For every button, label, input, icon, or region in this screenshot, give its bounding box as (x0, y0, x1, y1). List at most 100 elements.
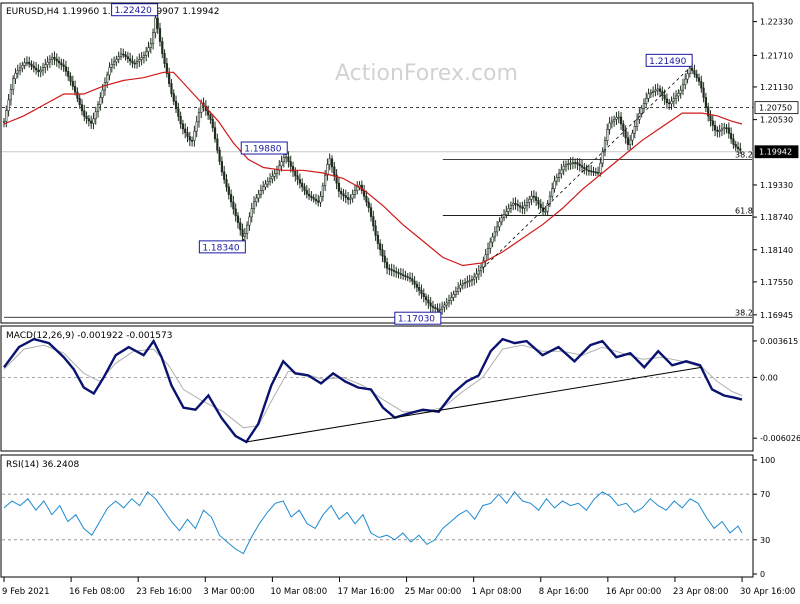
candle-body (693, 70, 696, 75)
candle-body (727, 127, 730, 134)
candle-body (677, 93, 680, 97)
candle-body (186, 132, 189, 137)
candle-body (64, 66, 68, 72)
candle-body (463, 282, 467, 284)
candle-body (135, 61, 139, 64)
candle-body (684, 78, 687, 85)
candle-body (147, 47, 150, 52)
price-axis-label: 1.18740 (760, 213, 793, 222)
candle-body (424, 296, 428, 301)
candle-body (220, 161, 224, 173)
candle-body (14, 72, 17, 79)
candle-body (246, 224, 249, 234)
candle-body (298, 179, 301, 184)
candle-body (85, 116, 88, 119)
macd-signal-line (3, 344, 743, 429)
candle-body (223, 171, 226, 180)
candle-body (624, 130, 627, 138)
candle-body (704, 97, 707, 108)
candle-body (129, 58, 132, 62)
candle-body (390, 269, 393, 271)
candle-body (434, 307, 437, 309)
candle-body (670, 100, 673, 105)
candle-body (259, 190, 263, 195)
candle-body (404, 275, 407, 277)
candle-body (227, 186, 230, 195)
candle-body (672, 98, 675, 102)
candle-body (209, 114, 212, 120)
candle-body (725, 127, 728, 129)
candle-body (475, 273, 478, 278)
candle-body (406, 276, 409, 279)
candle-body (496, 226, 499, 233)
candle-body (236, 215, 240, 223)
price-axis-label: 1.21130 (760, 83, 793, 92)
candle-body (521, 206, 524, 209)
price-axis-label: 1.17550 (760, 278, 793, 287)
candle-body (243, 233, 246, 237)
candle-body (282, 157, 285, 162)
candle-body (493, 231, 496, 238)
candle-body (640, 108, 643, 114)
candle-body (571, 162, 574, 164)
candle-body (330, 158, 334, 168)
candle-body (610, 120, 613, 124)
candle-body (262, 186, 265, 191)
candle-body (200, 102, 203, 113)
candle-body (252, 201, 256, 209)
annotation-label: 1.21490 (649, 57, 686, 67)
macd-layer (2, 337, 753, 444)
candle-body (250, 208, 253, 218)
candle-body (385, 261, 389, 269)
candle-body (342, 193, 345, 196)
candle-body (596, 172, 600, 174)
candle-body (25, 61, 29, 64)
macd-axis-label: 0.00 (760, 373, 778, 382)
candle-body (438, 308, 441, 311)
axis-layer: 1.22330 1.21710 1.21130 1.20530 1.19330 1.187… (2, 18, 800, 597)
candle-body (12, 78, 15, 90)
panel-frames (0, 2, 754, 578)
candle-body (376, 235, 379, 244)
candle-body (324, 174, 327, 187)
candle-body (310, 195, 313, 198)
candle-body (335, 174, 338, 184)
candle-body (188, 136, 191, 141)
candle-body (255, 197, 258, 203)
candle-body (736, 146, 740, 150)
candle-body (564, 164, 568, 167)
candle-body (165, 63, 168, 74)
candle-body (23, 62, 26, 66)
candle-body (32, 65, 35, 69)
candle-body (697, 77, 701, 82)
candle-body (480, 266, 483, 272)
candle-body (44, 64, 47, 68)
candle-body (303, 186, 306, 191)
candle-body (567, 163, 570, 166)
candle-body (457, 287, 460, 292)
price-layer: 38.2 61.8 38.2 1.22420 1.19880 1.18340 1.17030… (2, 3, 753, 325)
candle-body (583, 166, 586, 170)
price-axis-marker (754, 101, 799, 115)
candle-body (301, 182, 304, 188)
annotation-box (198, 240, 246, 254)
candle-body (418, 287, 421, 291)
candle-body (619, 116, 623, 125)
candle-body (647, 93, 650, 99)
candle-body (305, 190, 308, 195)
candle-body (629, 139, 632, 145)
candle-body (739, 148, 742, 151)
candle-body (381, 249, 384, 257)
candle-body (617, 116, 620, 119)
candle-body (649, 92, 652, 95)
candle-body (156, 17, 159, 29)
candle-body (468, 280, 471, 282)
candle-body (486, 248, 490, 255)
candle-body (41, 67, 45, 71)
candle-body (268, 178, 272, 182)
candle-body (241, 229, 244, 237)
candle-body (264, 183, 267, 188)
candle-body (555, 177, 558, 182)
candle-body (477, 270, 480, 275)
